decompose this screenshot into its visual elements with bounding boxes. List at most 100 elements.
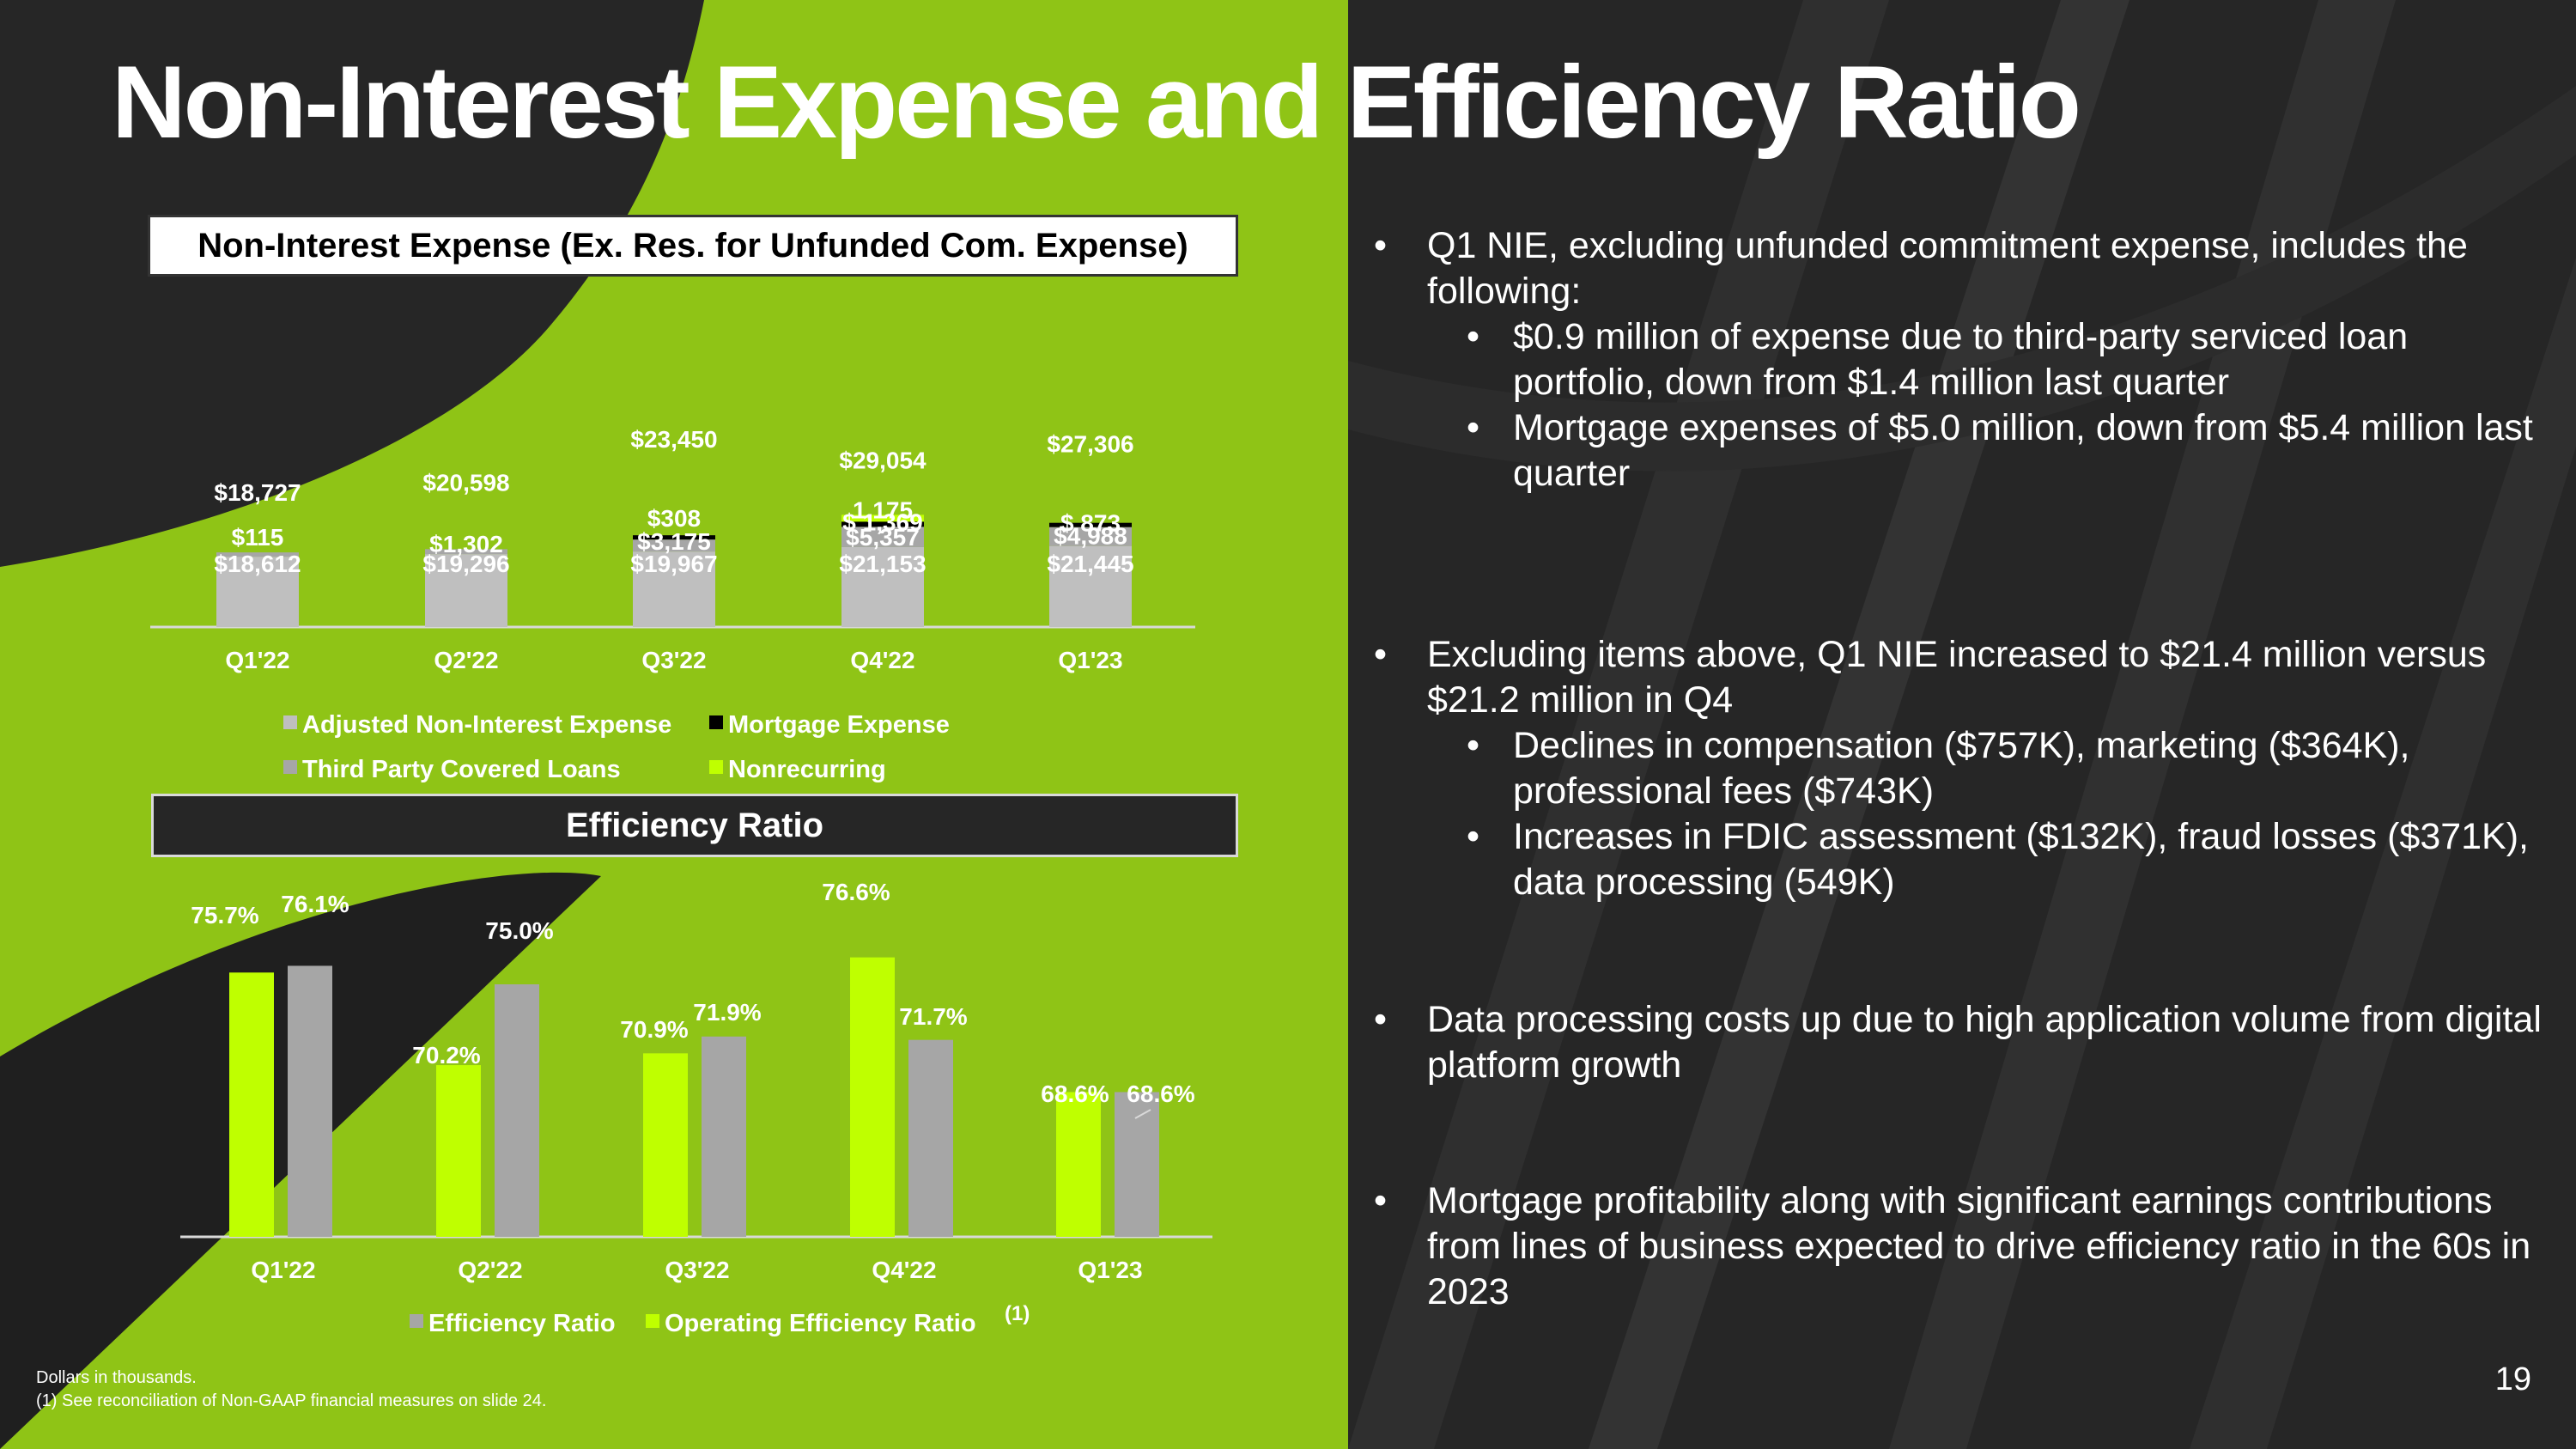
data-label-adjusted: $19,296 — [422, 551, 509, 577]
bar-segment-adjusted-non-interest-expense — [633, 551, 715, 627]
efficiency-chart-title: Efficiency Ratio — [151, 794, 1238, 857]
data-label-operating-efficiency-ratio: 76.6% — [822, 879, 890, 905]
data-label-efficiency-ratio: 75.0% — [485, 917, 553, 944]
x-tick-label: Q2'22 — [458, 1257, 522, 1283]
data-label-third-party: $4,988 — [1054, 523, 1127, 550]
data-label-nonrecurring: 1,175 — [853, 496, 913, 523]
data-label-third-party: $115 — [232, 524, 284, 551]
x-tick-label: Q2'22 — [434, 647, 498, 673]
x-tick-label: Q1'23 — [1058, 647, 1122, 673]
bullet-2: Excluding items above, Q1 NIE increased … — [1374, 632, 2542, 905]
bar-efficiency-ratio — [495, 984, 539, 1237]
data-label-third-party: $1,302 — [429, 531, 503, 557]
bullet-3-text: Data processing costs up due to high app… — [1427, 999, 2542, 1086]
sub-bullet: Declines in compensation ($757K), market… — [1427, 723, 2542, 814]
leader-line — [1134, 1109, 1151, 1119]
bar-segment-third-party-covered-loans — [633, 539, 715, 552]
data-label-efficiency-ratio: 68.6% — [1127, 1081, 1194, 1107]
x-tick-label: Q1'23 — [1078, 1257, 1142, 1283]
data-label-mortgage: $ 873 — [1060, 510, 1121, 537]
legend-swatch — [646, 1314, 659, 1328]
data-label-operating-efficiency-ratio: 70.9% — [620, 1016, 688, 1043]
bullet-2-text: Excluding items above, Q1 NIE increased … — [1427, 634, 2487, 721]
footnote-dollars: Dollars in thousands. — [36, 1368, 197, 1387]
bullet-4: Mortgage profitability along with signif… — [1374, 1178, 2542, 1315]
legend-label: Adjusted Non-Interest Expense — [302, 711, 671, 739]
bar-efficiency-ratio — [908, 1039, 953, 1237]
bar-operating-efficiency-ratio — [229, 972, 274, 1237]
data-label-efficiency-ratio: 71.7% — [899, 1003, 967, 1030]
nie-chart-title-text: Non-Interest Expense (Ex. Res. for Unfun… — [197, 227, 1188, 265]
bar-segment-third-party-covered-loans — [1049, 527, 1132, 546]
data-label-adjusted: $18,612 — [214, 551, 301, 577]
data-label-efficiency-ratio: 76.1% — [281, 891, 349, 917]
legend-label: Mortgage Expense — [728, 711, 950, 739]
x-tick-label: Q1'22 — [251, 1257, 315, 1283]
efficiency-ratio-bar-chart: Q1'22 Q2'22 Q3'22 Q4'22 Q1'23 75.7% 76.1% 70.2%… — [180, 879, 1212, 1337]
bar-operating-efficiency-ratio — [436, 1065, 481, 1237]
bullet-3: Data processing costs up due to high app… — [1374, 997, 2542, 1088]
x-tick-label: Q4'22 — [872, 1257, 936, 1283]
data-label-efficiency-ratio: 71.9% — [693, 999, 761, 1026]
data-label-adjusted: $19,967 — [630, 551, 717, 577]
bar-segment-mortgage-expense — [633, 535, 715, 540]
bar-segment-mortgage-expense — [1049, 522, 1132, 527]
data-label-operating-efficiency-ratio: 70.2% — [412, 1042, 480, 1068]
bullet-1-text: Q1 NIE, excluding unfunded commitment ex… — [1427, 225, 2468, 312]
legend-label: Third Party Covered Loans — [302, 756, 621, 783]
legend-label: Nonrecurring — [728, 756, 886, 783]
data-label-operating-efficiency-ratio: 75.7% — [191, 902, 258, 928]
legend-swatch — [410, 1314, 423, 1328]
x-tick-label: Q3'22 — [641, 647, 706, 673]
x-tick-label: Q4'22 — [850, 647, 914, 673]
total-label: $29,054 — [839, 447, 927, 473]
legend-swatch — [283, 715, 297, 729]
efficiency-chart-title-text: Efficiency Ratio — [565, 807, 824, 844]
legend-swatch — [709, 715, 723, 729]
total-label: $20,598 — [422, 469, 509, 496]
data-label-adjusted: $21,445 — [1047, 551, 1133, 577]
slide-title: Non-Interest Expense and Efficiency Rati… — [112, 45, 2081, 160]
legend-label: Efficiency Ratio — [428, 1310, 616, 1337]
data-label-third-party: $5,357 — [846, 524, 920, 551]
legend-swatch — [709, 760, 723, 774]
total-label: $27,306 — [1047, 431, 1133, 458]
legend-footnote-marker: (1) — [1005, 1302, 1030, 1325]
bar-segment-mortgage-expense — [841, 521, 924, 527]
x-tick-label: Q3'22 — [665, 1257, 729, 1283]
bar-efficiency-ratio — [1115, 1092, 1159, 1237]
data-label-third-party: $3,175 — [637, 528, 711, 555]
bullet-4-text: Mortgage profitability along with signif… — [1427, 1180, 2531, 1312]
sub-bullet: Increases in FDIC assessment ($132K), fr… — [1427, 814, 2542, 905]
bar-segment-nonrecurring — [841, 514, 924, 522]
nie-chart-title: Non-Interest Expense (Ex. Res. for Unfun… — [148, 215, 1238, 277]
page-number: 19 — [2494, 1361, 2531, 1397]
bar-segment-adjusted-non-interest-expense — [216, 557, 299, 627]
sub-bullet: $0.9 million of expense due to third-par… — [1427, 314, 2542, 405]
total-label: $18,727 — [214, 479, 301, 506]
bar-operating-efficiency-ratio — [643, 1053, 688, 1237]
bar-segment-third-party-covered-loans — [425, 549, 507, 555]
data-label-mortgage: $308 — [647, 505, 701, 532]
bar-efficiency-ratio — [702, 1036, 746, 1237]
bar-segment-third-party-covered-loans — [216, 552, 299, 557]
data-label-adjusted: $21,153 — [839, 551, 926, 577]
legend-label: Operating Efficiency Ratio — [665, 1310, 976, 1337]
total-label: $23,450 — [630, 426, 717, 453]
bar-segment-adjusted-non-interest-expense — [425, 554, 507, 627]
bar-segment-third-party-covered-loans — [841, 527, 924, 547]
data-label-mortgage: $ 1,369 — [842, 508, 922, 535]
bullet-1: Q1 NIE, excluding unfunded commitment ex… — [1374, 223, 2542, 496]
data-label-operating-efficiency-ratio: 68.6% — [1041, 1081, 1109, 1107]
sub-bullet: Mortgage expenses of $5.0 million, down … — [1427, 405, 2542, 496]
bar-operating-efficiency-ratio — [1056, 1092, 1101, 1237]
x-tick-label: Q1'22 — [225, 647, 289, 673]
legend-swatch — [283, 760, 297, 774]
nie-stacked-bar-chart: $18,612$115 $18,727 Q1'22 $19,296$1,302 $20,… — [150, 426, 1195, 783]
bar-segment-adjusted-non-interest-expense — [841, 546, 924, 627]
bar-segment-adjusted-non-interest-expense — [1049, 545, 1132, 627]
bar-efficiency-ratio — [288, 965, 332, 1237]
footnote-non-gaap: (1) See reconciliation of Non-GAAP finan… — [36, 1391, 547, 1410]
bar-operating-efficiency-ratio — [850, 957, 895, 1237]
